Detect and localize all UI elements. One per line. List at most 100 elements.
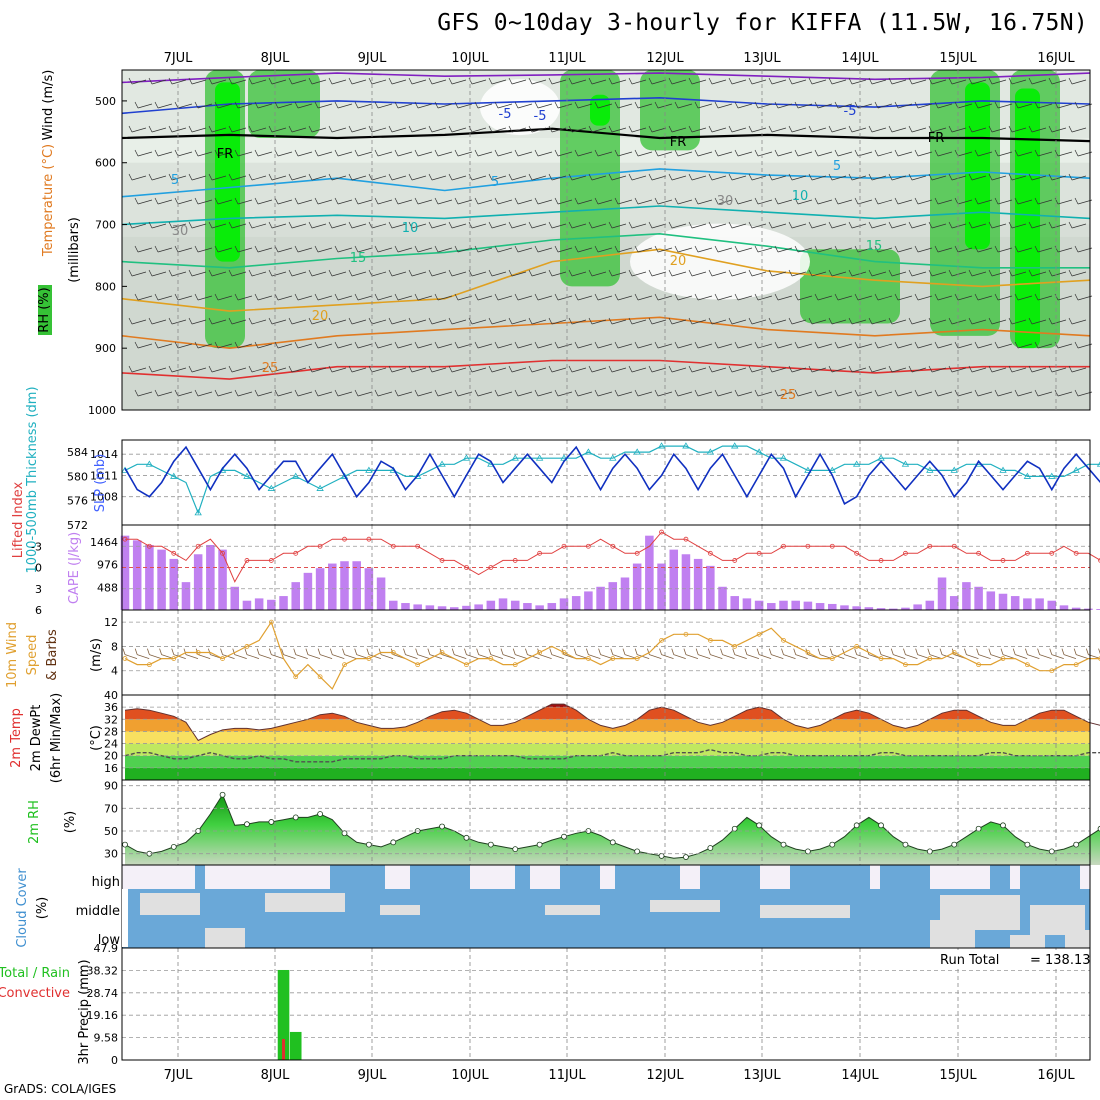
- rh-marker: [244, 821, 250, 828]
- wind-barb-5: [183, 648, 199, 659]
- thickness-marker: [901, 460, 910, 467]
- upper-wind-barb: [848, 173, 867, 181]
- rh-marker: [902, 841, 909, 848]
- upper-wind-barb: [988, 77, 1007, 85]
- upper-wind-barb: [394, 341, 413, 349]
- upper-wind-barb: [328, 221, 347, 229]
- upper-wind-barb: [494, 389, 513, 397]
- upper-wind-barb: [874, 341, 893, 349]
- li-marker: [146, 543, 152, 549]
- thickness-label: 1000-500mb Thickness (dm): [25, 386, 40, 573]
- upper-wind-barb: [648, 269, 667, 277]
- upper-wind-barb: [714, 101, 733, 109]
- upper-wind-barb: [654, 245, 673, 253]
- upper-wind-barb: [314, 245, 333, 253]
- upper-wind-barb: [994, 197, 1013, 205]
- upper-wind-barb: [748, 125, 767, 133]
- upper-wind-barb: [414, 101, 433, 109]
- upper-wind-barb: [494, 245, 513, 253]
- upper-wind-barb: [228, 173, 247, 181]
- rh2m-label: 2m RH: [27, 800, 42, 844]
- isoline-plus-10: [121, 205, 1091, 226]
- upper-wind-barb: [894, 341, 913, 349]
- upper-wind-barb: [1068, 317, 1087, 325]
- cape-bar-52: [754, 600, 764, 610]
- upper-wind-barb: [988, 125, 1007, 133]
- upper-wind-barb: [468, 269, 487, 277]
- upper-wind-barb: [408, 77, 427, 85]
- upper-wind-barb: [688, 221, 707, 229]
- upper-wind-barb: [388, 173, 407, 181]
- upper-wind-barb: [274, 101, 293, 109]
- upper-wind-barb: [188, 269, 207, 277]
- upper-wind-barb: [1048, 365, 1067, 373]
- upper-wind-barb: [514, 101, 533, 109]
- convective-label: Convective: [0, 986, 70, 1001]
- cape-bar-15: [303, 572, 313, 610]
- cape-bar-46: [681, 554, 691, 610]
- cape-bar-71: [986, 591, 996, 610]
- contour-label-1: -5: [844, 104, 857, 119]
- upper-wind-barb: [1028, 221, 1047, 229]
- upper-frame: [121, 69, 1091, 411]
- upper-wind-barb: [648, 77, 667, 85]
- upper-wind-barb: [128, 173, 147, 181]
- upper-wind-barb: [854, 293, 873, 301]
- upper-wind-barb: [628, 269, 647, 277]
- upper-tick-5: 1000: [88, 404, 116, 417]
- upper-wind-barb: [1008, 77, 1027, 85]
- upper-wind-barb: [674, 293, 693, 301]
- upper-wind-barb: [834, 149, 853, 157]
- upper-wind-barb: [488, 173, 507, 181]
- thickness-marker: [609, 454, 617, 461]
- upper-wind-barb: [714, 389, 733, 397]
- li-marker: [1073, 550, 1079, 556]
- upper-wind-barb: [688, 365, 707, 373]
- cloud-high-gap-4: [560, 865, 600, 889]
- wind-tick-2: 4: [111, 665, 118, 678]
- cloud-middle-patch-3: [545, 905, 600, 915]
- upper-wind-barb: [188, 365, 207, 373]
- upper-wind-barb: [254, 389, 273, 397]
- upper-wind-barb: [728, 365, 747, 373]
- upper-wind-barb: [614, 389, 633, 397]
- upper-wind-barb: [174, 245, 193, 253]
- upper-wind-barb: [708, 221, 727, 229]
- upper-wind-barb: [374, 341, 393, 349]
- top-day-label-6: 13JUL: [743, 51, 781, 66]
- upper-wind-barb: [354, 197, 373, 205]
- upper-wind-barb: [314, 341, 333, 349]
- upper-wind-barb: [954, 389, 973, 397]
- upper-tick-3: 800: [95, 280, 116, 293]
- rh2m-tick-2: 50: [104, 825, 118, 838]
- upper-wind-barb: [374, 389, 393, 397]
- upper-wind-barb: [774, 149, 793, 157]
- cape-bar-47: [693, 558, 703, 610]
- cape-bar-42: [632, 563, 642, 610]
- thickness-marker: [852, 460, 861, 467]
- contour-label-14: 20: [312, 309, 329, 324]
- upper-wind-barb: [174, 341, 193, 349]
- upper-wind-barb: [1028, 365, 1047, 373]
- wind-barb-76: [1049, 648, 1064, 659]
- rh-marker: [561, 833, 567, 840]
- li-marker: [829, 543, 835, 549]
- upper-wind-barb: [548, 317, 567, 325]
- upper-wind-barb: [994, 293, 1013, 301]
- upper-wind-barb: [248, 221, 267, 229]
- cloud-low-patch-2: [1010, 935, 1045, 948]
- upper-wind-barb: [294, 293, 313, 301]
- cape-bar-55: [791, 600, 800, 610]
- upper-wind-barb: [828, 125, 847, 133]
- li-marker: [927, 543, 933, 549]
- upper-wind-barb: [134, 149, 153, 157]
- upper-wind-barb: [168, 125, 187, 133]
- thickness-marker: [340, 472, 349, 479]
- precip-tick-2: 28.74: [87, 987, 119, 1000]
- upper-wind-barb: [748, 77, 767, 85]
- upper-wind-barb: [154, 149, 173, 157]
- wind-speed-marker: [464, 662, 469, 668]
- wind-barb-8: [220, 648, 235, 659]
- upper-wind-barb: [228, 221, 247, 229]
- upper-wind-barb: [574, 149, 593, 157]
